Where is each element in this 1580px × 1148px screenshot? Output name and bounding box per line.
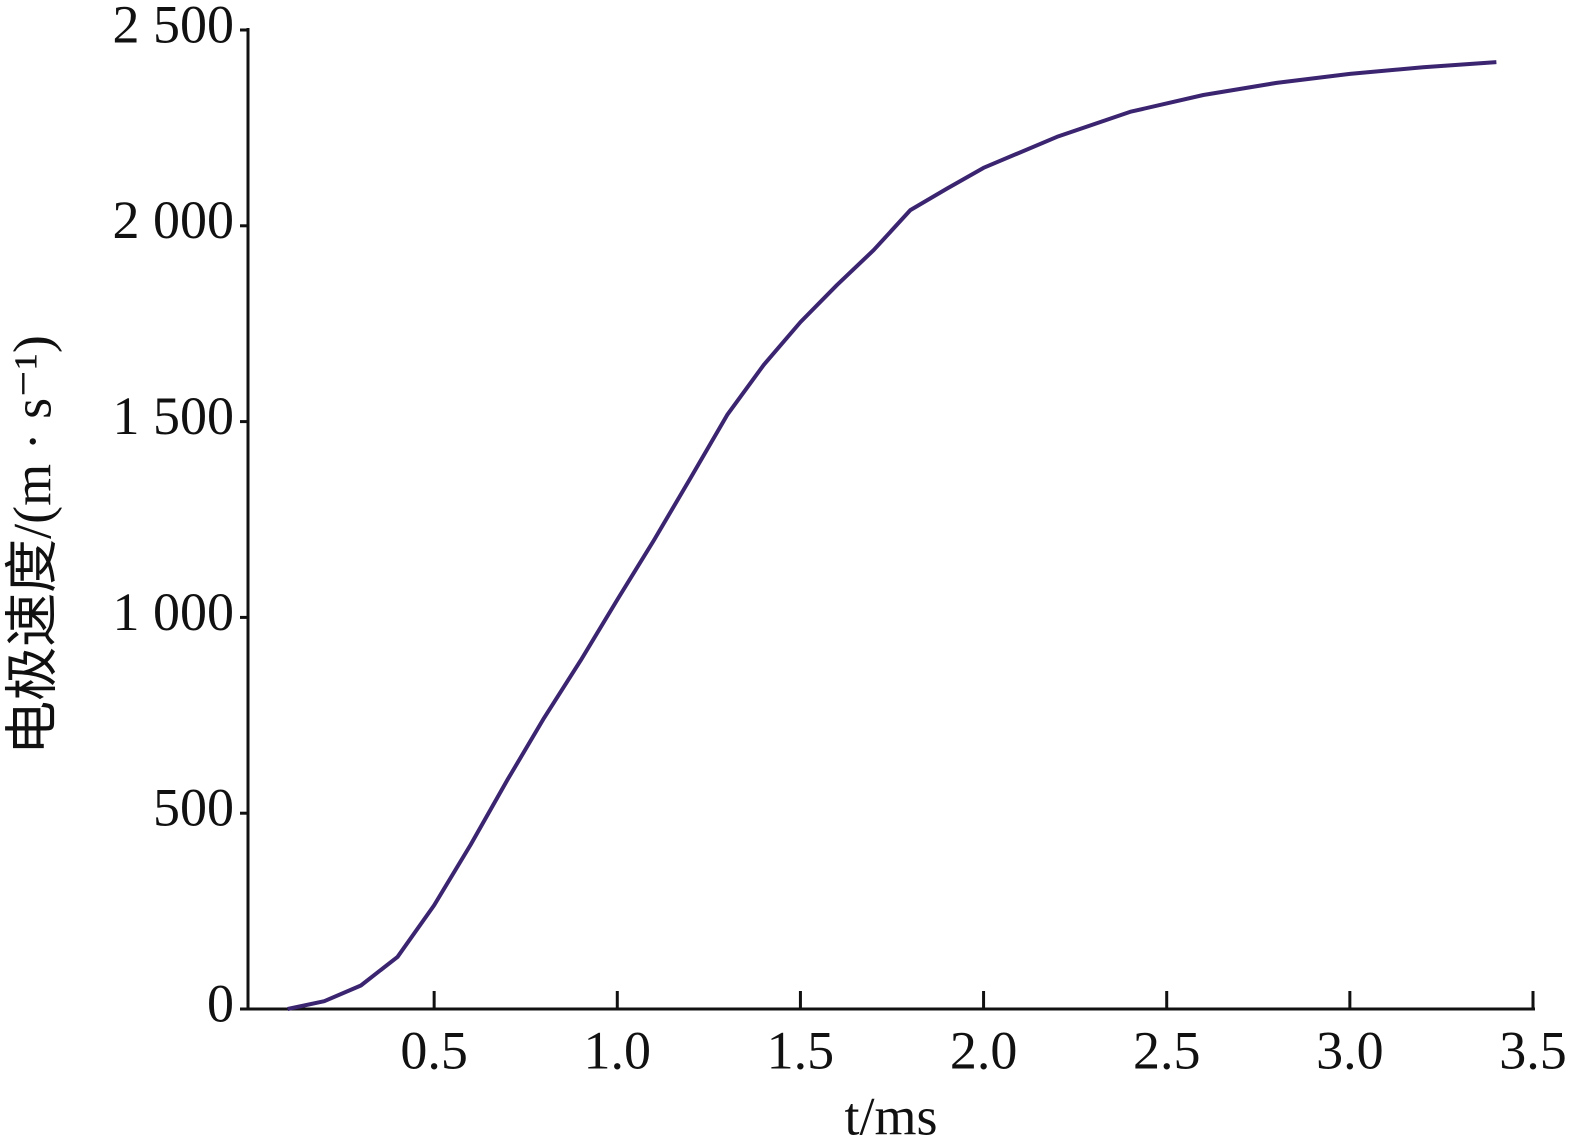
x-tick-label: 3.0 [1316, 1020, 1384, 1080]
x-tick-label: 2.0 [950, 1020, 1018, 1080]
y-tick-label: 1 000 [113, 582, 235, 642]
x-tick-label: 1.0 [584, 1020, 652, 1080]
data-line [287, 60, 1497, 1011]
y-tick-label: 0 [207, 973, 234, 1033]
y-axis-label: 电极速度/(m · s⁻¹) [2, 335, 62, 755]
x-tick-label: 0.5 [400, 1020, 468, 1080]
x-tick-label: 2.5 [1133, 1020, 1201, 1080]
x-tick-label: 3.5 [1499, 1020, 1567, 1080]
y-tick-label: 500 [153, 778, 234, 838]
y-tick-label: 2 500 [113, 0, 235, 54]
x-axis-label: t/ms [844, 1086, 937, 1146]
y-tick-label: 2 000 [113, 190, 235, 250]
y-tick-label: 1 500 [113, 386, 235, 446]
x-tick-label: 1.5 [767, 1020, 835, 1080]
